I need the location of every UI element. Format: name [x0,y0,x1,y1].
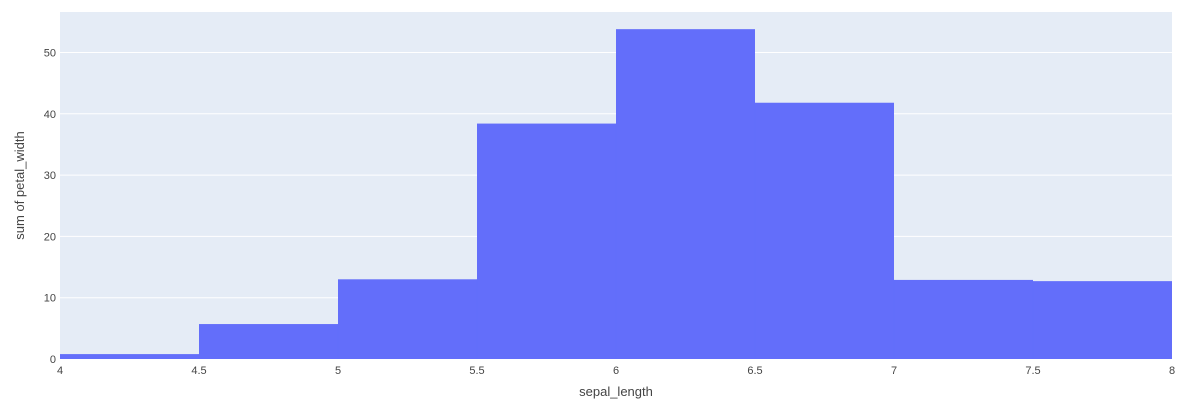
x-tick-label-8: 8 [1169,365,1175,377]
y-tick-label-3: 30 [44,170,56,182]
x-tick-label-7: 7.5 [1025,365,1040,377]
x-tick-label-4: 6 [613,365,619,377]
y-tick-label-1: 10 [44,293,56,305]
x-tick-label-5: 6.5 [747,365,762,377]
y-tick-label-2: 20 [44,231,56,243]
y-tick-label-4: 40 [44,109,56,121]
bars [60,29,1172,360]
bar-1 [199,324,338,359]
y-tick-label-5: 50 [44,47,56,59]
x-tick-label-0: 4 [57,365,63,377]
bar-6 [894,279,1033,359]
y-tick-label-0: 0 [50,354,56,366]
bar-0 [60,354,199,359]
x-tick-label-1: 4.5 [191,365,206,377]
y-axis-ticks: 0 10 20 30 40 50 [44,47,56,366]
bar-2 [338,279,477,359]
bar-5 [755,102,894,359]
bar-4 [616,29,755,360]
bar-7 [1033,281,1172,359]
x-axis-title: sepal_length [579,384,653,399]
x-tick-label-2: 5 [335,365,341,377]
x-tick-label-6: 7 [891,365,897,377]
x-axis-ticks: 4 4.5 5 5.5 6 6.5 7 7.5 8 [57,365,1175,377]
x-tick-label-3: 5.5 [469,365,484,377]
bar-3 [477,123,616,360]
y-axis-title: sum of petal_width [12,131,27,239]
